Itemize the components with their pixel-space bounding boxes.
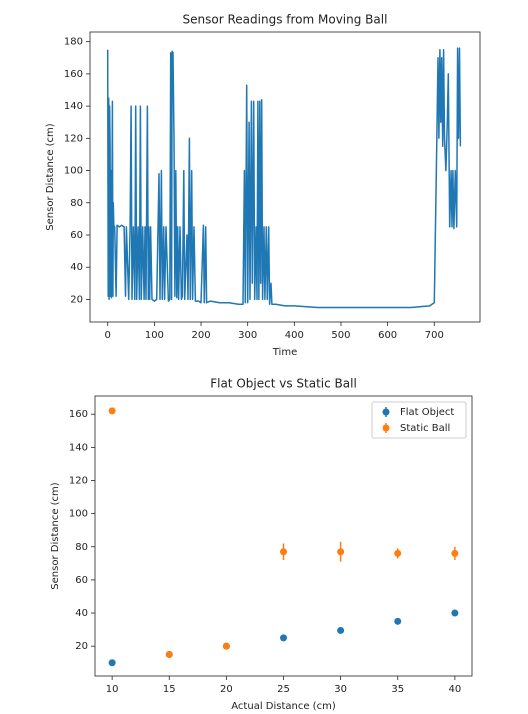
y-tick-label: 20 (75, 641, 88, 652)
y-tick-label: 140 (69, 442, 88, 453)
point (451, 609, 459, 617)
x-tick-label: 0 (105, 330, 111, 341)
y-tick-label: 120 (69, 475, 88, 486)
y-tick-label: 140 (64, 101, 83, 112)
x-tick-label: 20 (220, 684, 233, 695)
legend-label: Flat Object (400, 407, 454, 418)
plot-frame (89, 31, 481, 323)
y-axis-label: Sensor Distance (cm) (50, 482, 61, 590)
point (394, 549, 402, 557)
y-tick-label: 80 (75, 542, 88, 553)
point (394, 617, 402, 625)
y-tick-label: 180 (64, 37, 83, 48)
point (280, 548, 287, 556)
x-tick-label: 400 (285, 330, 304, 341)
point (451, 549, 459, 557)
y-tick-label: 100 (64, 166, 83, 177)
y-tick-label: 60 (70, 230, 83, 241)
x-tick-label: 25 (277, 684, 290, 695)
y-tick-label: 20 (70, 294, 83, 305)
y-tick-label: 160 (69, 409, 88, 420)
y-tick-label: 120 (64, 133, 83, 144)
y-tick-label: 60 (75, 575, 88, 586)
x-tick-label: 30 (334, 684, 347, 695)
x-tick-label: 100 (145, 330, 164, 341)
legend-marker (382, 424, 390, 432)
chart-title: Flat Object vs Static Ball (210, 377, 357, 391)
point (222, 642, 230, 650)
x-tick-label: 35 (391, 684, 404, 695)
y-tick-label: 40 (70, 262, 83, 273)
point (337, 626, 345, 634)
point (280, 634, 287, 642)
x-tick-label: 10 (106, 684, 119, 695)
x-tick-label: 200 (191, 330, 210, 341)
x-axis-label: Time (272, 347, 297, 358)
x-tick-label: 15 (163, 684, 176, 695)
legend-label: Static Ball (400, 423, 450, 434)
x-tick-label: 700 (425, 330, 444, 341)
point (337, 548, 345, 556)
x-tick-label: 500 (331, 330, 350, 341)
legend-marker (382, 408, 390, 416)
y-tick-label: 40 (75, 608, 88, 619)
y-tick-label: 100 (69, 509, 88, 520)
chart-title: Sensor Readings from Moving Ball (183, 13, 388, 27)
y-axis-label: Sensor Distance (cm) (45, 123, 56, 231)
plot-frame (94, 395, 473, 677)
x-tick-label: 40 (448, 684, 461, 695)
point (108, 407, 116, 415)
x-axis-label: Actual Distance (cm) (231, 701, 336, 712)
point (108, 659, 116, 667)
point (165, 650, 173, 658)
y-tick-label: 80 (70, 198, 83, 209)
legend-box (371, 401, 467, 439)
y-tick-label: 160 (64, 69, 83, 80)
x-tick-label: 300 (238, 330, 257, 341)
data-line (106, 47, 462, 309)
x-tick-label: 600 (378, 330, 397, 341)
